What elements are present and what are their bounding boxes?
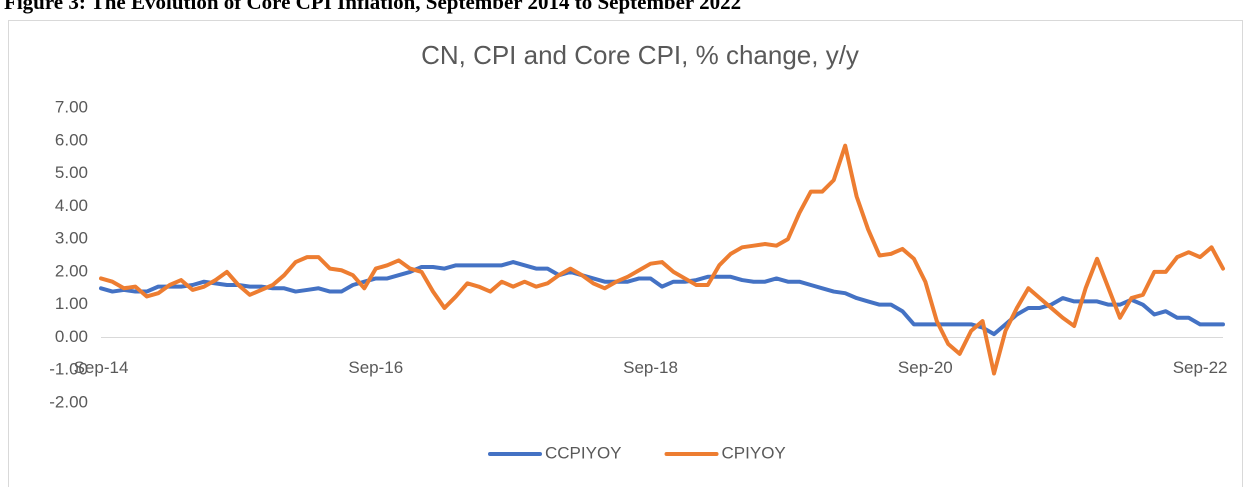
y-tick-label: -2.00 xyxy=(49,392,88,411)
y-tick-label: 6.00 xyxy=(55,130,88,149)
y-tick-label: 2.00 xyxy=(55,261,88,280)
chart-title: CN, CPI and Core CPI, % change, y/y xyxy=(421,40,859,70)
x-tick-label: Sep-14 xyxy=(74,358,129,377)
legend-label: CPIYOY xyxy=(722,443,786,462)
figure-caption: Figure 3: The Evolution of Core CPI Infl… xyxy=(4,0,741,14)
x-tick-label: Sep-16 xyxy=(348,358,403,377)
x-tick-label: Sep-20 xyxy=(898,358,953,377)
series-line xyxy=(99,260,1225,337)
y-tick-label: 3.00 xyxy=(55,229,88,248)
y-tick-label: 5.00 xyxy=(55,163,88,182)
y-tick-label: 0.00 xyxy=(55,327,88,346)
y-tick-label: 4.00 xyxy=(55,196,88,215)
y-tick-label: 7.00 xyxy=(55,97,88,116)
x-tick-label: Sep-22 xyxy=(1173,358,1228,377)
series-line xyxy=(99,143,1225,376)
y-tick-label: 1.00 xyxy=(55,294,88,313)
x-tick-label: Sep-18 xyxy=(623,358,678,377)
y-tick-label: -1.00 xyxy=(49,360,88,379)
legend-label: CCPIYOY xyxy=(545,443,622,462)
chart-border xyxy=(8,20,1243,487)
